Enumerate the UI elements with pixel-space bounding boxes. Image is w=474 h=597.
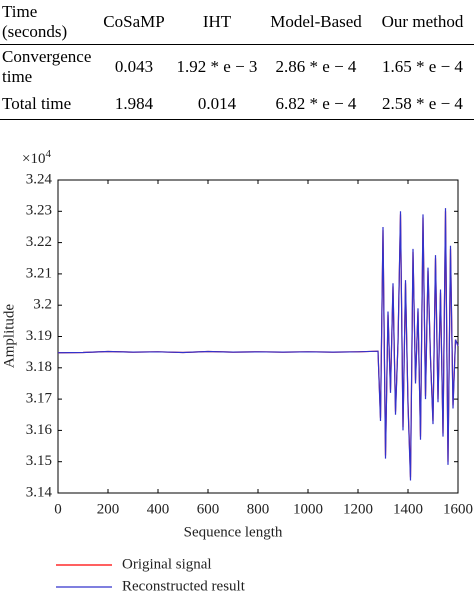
x-axis-title: Sequence length	[184, 524, 283, 540]
y-tick-label: 3.14	[26, 484, 53, 500]
x-tick-label: 600	[197, 501, 220, 517]
cell: 0.043	[114, 57, 154, 76]
y-axis-title: Amplitude	[1, 304, 17, 369]
row: Convergence time 0.043 1.92 * e − 3 2.86…	[0, 45, 474, 90]
timing-table: Time (seconds) CoSaMP IHT Model-Based Ou…	[0, 0, 474, 120]
cell: 1.984	[95, 89, 173, 120]
multiplier-base: ×10	[22, 151, 45, 167]
legend-label: Reconstructed result	[122, 578, 246, 594]
cell: 2.58 * e − 4	[371, 89, 474, 120]
y-tick-label: 3.16	[26, 422, 53, 438]
cell: 1.65 * e − 4	[382, 57, 463, 76]
y-tick-label: 3.19	[26, 328, 52, 344]
header-cell: Model-Based	[261, 0, 371, 45]
cell: Total time	[0, 89, 95, 120]
y-tick-label: 3.23	[26, 203, 52, 219]
x-tick-label: 1400	[393, 501, 423, 517]
y-tick-label: 3.24	[26, 171, 53, 187]
y-tick-label: 3.17	[26, 391, 53, 407]
x-tick-label: 800	[247, 501, 270, 517]
y-tick-label: 3.2	[33, 297, 52, 313]
x-tick-label: 200	[97, 501, 120, 517]
x-tick-label: 1600	[443, 501, 473, 517]
x-tick-label: 1200	[343, 501, 373, 517]
cell: Convergence time	[2, 47, 92, 86]
multiplier-exponent: 4	[45, 148, 51, 160]
chart: Sequence length Amplitude ×104 3.14 3.15 3…	[1, 148, 473, 595]
row: Total time 1.984 0.014 6.82 * e − 4 2.58…	[0, 89, 474, 120]
series-line	[57, 208, 459, 481]
header-row: Time (seconds) CoSaMP IHT Model-Based Ou…	[0, 0, 474, 45]
header-cell: Time (seconds)	[0, 0, 95, 45]
cell: 0.014	[173, 89, 261, 120]
y-tick-label: 3.18	[26, 359, 52, 375]
cell: 2.86 * e − 4	[275, 57, 357, 76]
x-tick-label: 1000	[293, 501, 323, 517]
legend-label: Original signal	[122, 556, 212, 572]
plot-frame	[57, 179, 459, 494]
header-cell: CoSaMP	[95, 0, 173, 45]
header-cell: Our method	[371, 0, 474, 45]
y-tick-label: 3.22	[26, 234, 52, 250]
x-tick-label: 0	[54, 501, 62, 517]
y-tick-label: 3.15	[26, 453, 52, 469]
cell: 6.82 * e − 4	[261, 89, 371, 120]
y-multiplier: ×104	[22, 148, 51, 168]
x-tick-label: 400	[147, 501, 170, 517]
cell: 1.92 * e − 3	[176, 57, 258, 76]
y-tick-label: 3.21	[26, 265, 52, 281]
header-cell: IHT	[173, 0, 261, 45]
